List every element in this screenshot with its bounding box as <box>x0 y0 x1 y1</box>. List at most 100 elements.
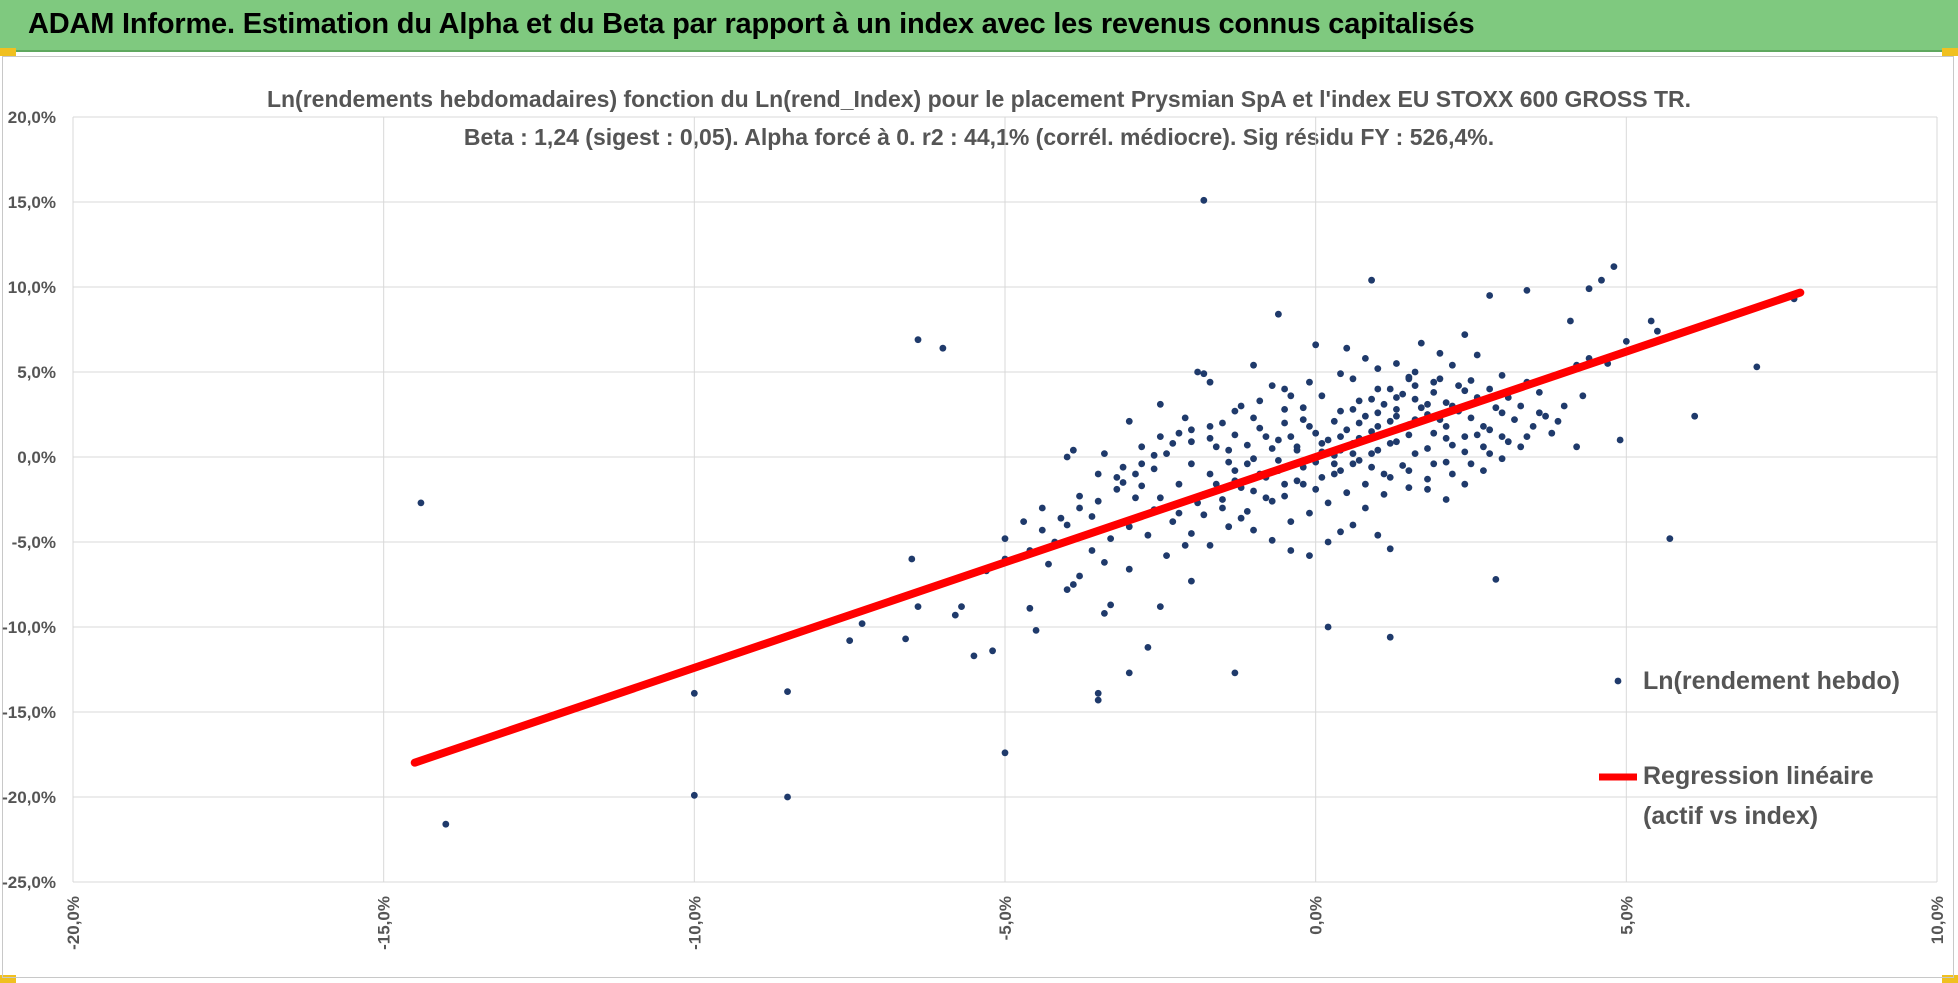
data-point <box>1101 559 1108 566</box>
legend-marker-scatter <box>1614 677 1622 685</box>
data-point <box>1094 497 1102 505</box>
data-point <box>1312 485 1320 493</box>
data-point <box>690 689 698 697</box>
data-point <box>1094 689 1102 697</box>
data-point <box>1368 463 1375 471</box>
data-point <box>1337 407 1344 415</box>
data-point <box>1349 450 1357 457</box>
data-point <box>1610 263 1618 270</box>
y-tick-label: 0,0% <box>17 448 56 467</box>
data-point <box>1405 467 1413 474</box>
data-point <box>1169 440 1177 447</box>
chart-subtitle: Beta : 1,24 (sigest : 0,05). Alpha forcé… <box>463 124 1495 150</box>
data-point <box>1498 372 1506 379</box>
data-point <box>1150 465 1158 473</box>
data-point <box>1517 402 1525 410</box>
data-point <box>1486 450 1494 457</box>
data-point <box>1355 397 1363 405</box>
data-point <box>1094 696 1102 704</box>
data-point <box>1498 409 1506 417</box>
data-point <box>1175 429 1183 437</box>
data-point <box>1461 387 1469 395</box>
data-point <box>1567 317 1574 325</box>
data-point <box>1262 494 1270 502</box>
data-point <box>1287 518 1295 525</box>
data-point <box>1188 577 1195 585</box>
corner-marker <box>1942 975 1958 983</box>
data-point <box>1517 443 1525 451</box>
x-tick-label: -15,0% <box>375 896 394 950</box>
data-point <box>1268 536 1276 544</box>
data-point <box>1368 428 1375 435</box>
data-point <box>1181 542 1189 549</box>
data-point <box>1598 276 1605 284</box>
data-point <box>1281 385 1288 393</box>
data-point <box>846 637 854 644</box>
data-point <box>1442 399 1450 406</box>
data-point <box>1486 292 1494 299</box>
data-point <box>1231 431 1239 439</box>
data-point <box>1355 419 1363 427</box>
data-point <box>1119 479 1127 486</box>
data-point <box>1498 433 1506 440</box>
legend-label-regression: Regression linéaire <box>1643 762 1874 790</box>
data-point <box>1156 400 1164 408</box>
data-point <box>1163 552 1170 559</box>
data-point <box>958 603 965 610</box>
data-point <box>1374 365 1382 372</box>
legend-marker-regression-dot <box>1614 773 1622 781</box>
data-point <box>1355 457 1363 464</box>
y-tick-label: -10,0% <box>2 618 56 637</box>
corner-marker <box>0 48 16 56</box>
data-point <box>1306 423 1313 430</box>
data-point <box>1455 382 1462 389</box>
data-point <box>1156 494 1164 502</box>
data-point <box>417 499 425 507</box>
data-point <box>1324 538 1332 546</box>
data-point <box>1654 327 1661 335</box>
data-point <box>1480 467 1487 474</box>
data-point <box>1417 339 1425 347</box>
x-tick-label: 10,0% <box>1928 896 1947 944</box>
data-point <box>1076 504 1083 512</box>
data-point <box>1250 455 1257 463</box>
data-point <box>1132 494 1139 502</box>
data-point <box>1181 414 1189 422</box>
data-point <box>1324 499 1332 507</box>
data-point <box>1361 504 1369 512</box>
data-point <box>1287 392 1295 400</box>
data-point <box>1063 453 1071 461</box>
data-point <box>1020 518 1028 525</box>
x-tick-label: 0,0% <box>1307 896 1326 935</box>
data-point <box>1200 370 1208 378</box>
data-point <box>1138 460 1146 468</box>
data-point <box>784 688 791 695</box>
data-point <box>1274 436 1282 444</box>
data-point <box>1237 402 1245 410</box>
y-tick-label: -25,0% <box>2 873 56 892</box>
data-point <box>1411 395 1419 403</box>
data-point <box>1175 509 1183 517</box>
data-point <box>1206 470 1214 478</box>
data-point <box>1573 443 1581 451</box>
data-point <box>1337 467 1344 474</box>
data-point <box>1107 535 1115 542</box>
data-point <box>1206 423 1214 430</box>
data-point <box>1281 419 1288 427</box>
data-point <box>1424 475 1431 483</box>
data-point <box>1585 285 1593 293</box>
data-point <box>1312 341 1320 349</box>
data-point <box>1374 409 1382 417</box>
data-point <box>1417 404 1425 412</box>
data-point <box>1250 526 1257 534</box>
data-point <box>1424 445 1431 452</box>
data-point <box>1312 429 1320 437</box>
data-point <box>1393 394 1400 401</box>
data-point <box>1231 467 1239 474</box>
x-tick-label: -20,0% <box>64 896 83 950</box>
data-point <box>1560 402 1568 410</box>
data-point <box>1324 623 1332 631</box>
data-point <box>1393 412 1400 420</box>
data-point <box>1268 497 1276 505</box>
data-point <box>1343 489 1351 497</box>
